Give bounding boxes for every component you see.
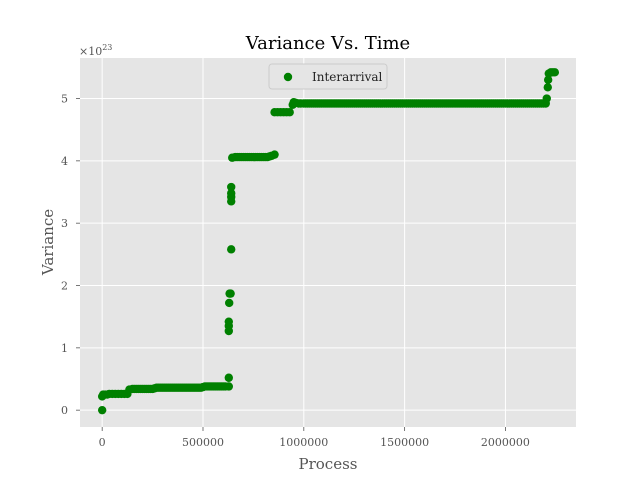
data-point xyxy=(227,182,236,192)
y-tick-label: 3 xyxy=(61,217,68,230)
y-tick-label: 4 xyxy=(61,155,68,168)
x-axis-label: Process xyxy=(299,455,358,473)
y-scale-factor: ×10 xyxy=(79,45,102,58)
data-point xyxy=(270,150,279,159)
y-axis-ticks: 0 1 2 3 4 5 xyxy=(61,93,80,417)
x-gridlines xyxy=(101,58,506,427)
data-point xyxy=(550,68,560,77)
data-point xyxy=(97,405,107,415)
data-point xyxy=(227,189,236,198)
legend-box xyxy=(268,63,388,90)
x-tick-label: 500000 xyxy=(182,436,224,449)
y-tick-label: 1 xyxy=(61,342,68,355)
y-axis-label: Variance xyxy=(39,209,57,276)
x-tick-label: 1500000 xyxy=(380,436,429,449)
chart-title: Variance Vs. Time xyxy=(245,33,410,54)
x-tick-label: 0 xyxy=(99,436,106,449)
data-points xyxy=(97,68,560,415)
data-point xyxy=(224,373,233,382)
data-point xyxy=(542,94,551,103)
y-tick-label: 2 xyxy=(61,280,68,293)
data-point xyxy=(227,245,236,254)
legend-marker xyxy=(283,72,293,82)
y-tick-label: 0 xyxy=(61,404,68,417)
data-point xyxy=(225,298,234,308)
y-tick-label: 5 xyxy=(61,93,68,106)
y-gridlines xyxy=(80,98,576,411)
legend: Interarrival xyxy=(268,63,388,90)
data-point xyxy=(226,289,235,298)
x-tick-label: 2000000 xyxy=(481,436,530,449)
y-scale-exponent: 23 xyxy=(102,43,112,52)
data-point xyxy=(543,75,553,85)
data-point xyxy=(224,382,233,391)
x-tick-label: 1000000 xyxy=(279,436,328,449)
data-point xyxy=(224,317,233,326)
data-point xyxy=(285,108,294,117)
data-point xyxy=(543,83,552,92)
legend-label: Interarrival xyxy=(312,70,383,84)
x-axis-ticks: 0 500000 1000000 1500000 2000000 xyxy=(99,427,530,449)
y-scale-label: ×1023 xyxy=(79,43,112,58)
plot-area xyxy=(80,58,576,427)
